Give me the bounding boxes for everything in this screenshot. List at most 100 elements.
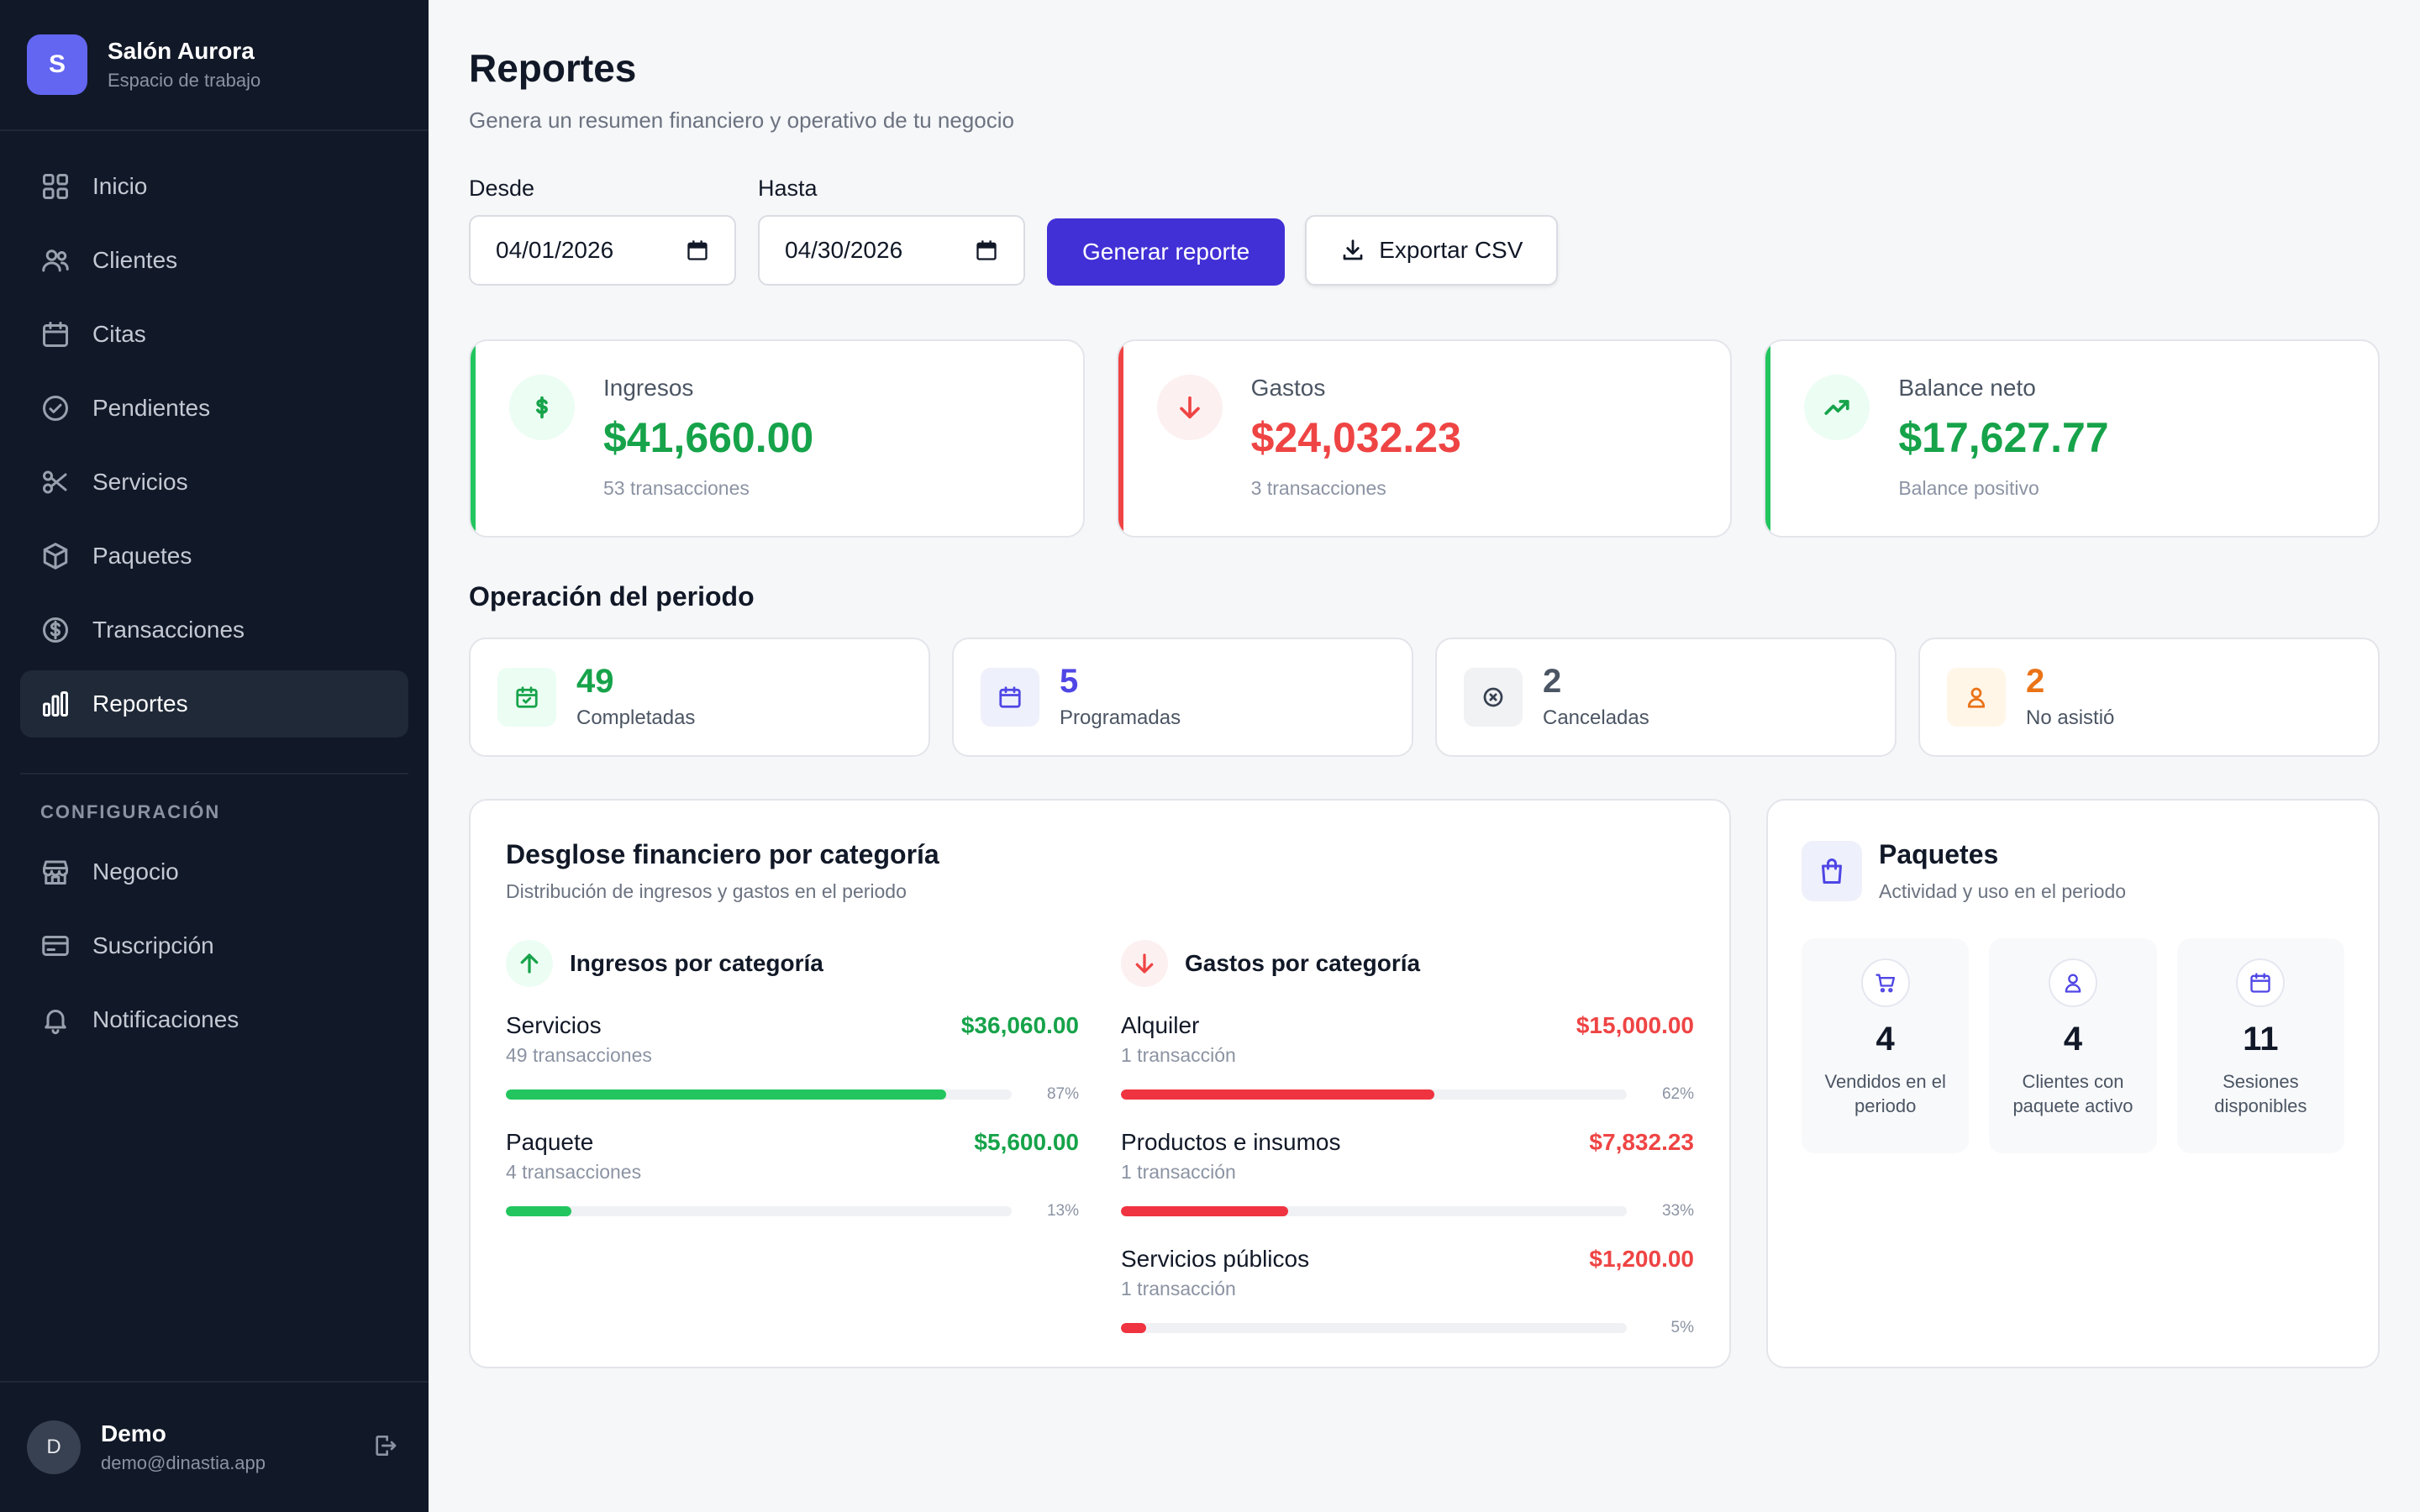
- operations-stats: 49 Completadas 5 Programadas 2: [469, 638, 2380, 757]
- sidebar-item-label: Notificaciones: [92, 1006, 239, 1032]
- category-progress-fill: [506, 1206, 572, 1216]
- stat-label: Clientes con paquete activo: [2012, 1071, 2133, 1116]
- category-item: Paquete $5,600.00 4 transacciones 13%: [506, 1129, 1079, 1221]
- check-circle-icon: [43, 396, 68, 421]
- sidebar-item-inicio[interactable]: Inicio: [20, 153, 408, 220]
- sidebar-item-citas[interactable]: Citas: [20, 301, 408, 368]
- page-title: Reportes: [469, 46, 637, 90]
- category-item: Productos e insumos $7,832.23 1 transacció…: [1121, 1129, 1694, 1221]
- brand-logo: S: [27, 34, 87, 95]
- breakdown-subtitle: Distribución de ingresos y gastos en el …: [506, 880, 907, 902]
- scheduled-card: 5 Programadas: [952, 638, 1413, 757]
- arrow-down-icon: [1121, 940, 1168, 987]
- user-email: demo@dinastia.app: [101, 1452, 266, 1473]
- sidebar-item-suscripcion[interactable]: Suscripción: [20, 912, 408, 979]
- stat-label: Vendidos en el periodo: [1824, 1071, 1946, 1116]
- balance-label: Balance neto: [1898, 375, 2036, 401]
- to-date-input[interactable]: 04/30/2026: [758, 215, 1025, 286]
- scheduled-label: Programadas: [1060, 706, 1181, 729]
- x-circle-icon: [1464, 668, 1523, 727]
- packages-title: Paquetes: [1879, 839, 1999, 869]
- category-percent: 33%: [1661, 1202, 1694, 1220]
- sidebar-item-label: Clientes: [92, 247, 178, 273]
- sidebar-item-paquetes[interactable]: Paquetes: [20, 522, 408, 590]
- bar-chart-icon: [43, 691, 68, 717]
- stat-value: 4: [2063, 1021, 2083, 1058]
- category-progress-fill: [1121, 1206, 1288, 1216]
- calendar-icon: [981, 668, 1039, 727]
- sidebar-item-label: Pendientes: [92, 395, 211, 421]
- category-progress-fill: [1121, 1323, 1147, 1333]
- sidebar-item-label: Negocio: [92, 858, 179, 885]
- sidebar: S Salón Aurora Espacio de trabajo Inicio…: [0, 0, 429, 1512]
- calendar-icon[interactable]: [975, 239, 998, 262]
- sidebar-item-label: Transacciones: [92, 617, 245, 643]
- breakdown-title: Desglose financiero por categoría: [506, 839, 939, 869]
- category-count: 1 transacción: [1121, 1161, 1236, 1183]
- cancelled-card: 2 Canceladas: [1435, 638, 1897, 757]
- main-content: Reportes Genera un resumen financiero y …: [429, 0, 2420, 1512]
- financial-summary: Ingresos $41,660.00 53 transacciones Gas…: [469, 339, 2381, 538]
- category-amount: $7,832.23: [1589, 1129, 1694, 1155]
- from-date-value: 04/01/2026: [496, 237, 614, 263]
- category-name: Servicios públicos: [1121, 1246, 1310, 1272]
- category-count: 1 transacción: [1121, 1278, 1236, 1299]
- calendar-icon[interactable]: [686, 239, 709, 262]
- sidebar-item-notificaciones[interactable]: Notificaciones: [20, 986, 408, 1053]
- balance-value: $17,627.77: [1898, 414, 2109, 461]
- active-clients-stat: 4 Clientes con paquete activo: [1989, 938, 2157, 1153]
- sidebar-item-clientes[interactable]: Clientes: [20, 227, 408, 294]
- no-show-card: 2 No asistió: [1918, 638, 2380, 757]
- sidebar-item-pendientes[interactable]: Pendientes: [20, 375, 408, 442]
- from-date-input[interactable]: 04/01/2026: [469, 215, 736, 286]
- generate-report-button[interactable]: Generar reporte: [1047, 218, 1286, 286]
- packages-sold-stat: 4 Vendidos en el periodo: [1802, 938, 1970, 1153]
- box-icon: [43, 543, 68, 570]
- sidebar-item-negocio[interactable]: Negocio: [20, 838, 408, 906]
- export-csv-button[interactable]: Exportar CSV: [1305, 215, 1559, 286]
- bell-icon: [45, 1010, 66, 1035]
- completed-label: Completadas: [576, 706, 696, 729]
- income-categories-title: Ingresos por categoría: [570, 950, 823, 976]
- category-percent: 87%: [1046, 1085, 1079, 1103]
- category-count: 49 transacciones: [506, 1044, 652, 1066]
- arrow-up-icon: [506, 940, 553, 987]
- category-progress-bar: [506, 1089, 1012, 1100]
- store-icon: [43, 860, 68, 885]
- brand-name: Salón Aurora: [108, 38, 255, 64]
- income-meta: 53 transacciones: [603, 477, 750, 499]
- sidebar-item-transacciones[interactable]: Transacciones: [20, 596, 408, 664]
- report-filters: Desde 04/01/2026 Hasta 04/30/2026 Genera…: [469, 176, 2380, 286]
- no-show-value: 2: [2026, 663, 2045, 700]
- dollar-circle-icon: [43, 617, 68, 643]
- category-amount: $1,200.00: [1589, 1246, 1694, 1272]
- user-name: Demo: [101, 1420, 166, 1446]
- page-subtitle: Genera un resumen financiero y operativo…: [469, 108, 1014, 133]
- sidebar-item-reportes[interactable]: Reportes: [20, 670, 408, 738]
- nav-divider: [20, 773, 408, 774]
- arrow-down-icon: [1156, 375, 1223, 440]
- trending-up-icon: [1804, 375, 1870, 440]
- category-progress-fill: [506, 1089, 946, 1100]
- expenses-meta: 3 transacciones: [1250, 477, 1386, 499]
- category-name: Servicios: [506, 1012, 602, 1038]
- expense-categories: Gastos por categoría Alquiler $15,000.00 1…: [1121, 940, 1694, 1337]
- logout-icon: [376, 1436, 397, 1456]
- calendar-icon: [43, 322, 68, 347]
- logout-button[interactable]: [371, 1432, 402, 1462]
- expenses-value: $24,032.23: [1250, 414, 1461, 461]
- sidebar-item-servicios[interactable]: Servicios: [20, 449, 408, 516]
- calendar-icon: [2236, 958, 2286, 1007]
- cart-icon: [1860, 958, 1910, 1007]
- user-profile: D Demo demo@dinastia.app: [0, 1381, 429, 1512]
- users-icon: [42, 249, 69, 272]
- category-amount: $15,000.00: [1576, 1012, 1694, 1038]
- stat-value: 11: [2243, 1021, 2279, 1058]
- sidebar-item-label: Citas: [92, 321, 146, 347]
- income-label: Ingresos: [603, 375, 694, 401]
- user-icon: [2048, 958, 2097, 1007]
- brand: S Salón Aurora Espacio de trabajo: [0, 0, 429, 131]
- category-progress-bar: [1121, 1206, 1627, 1216]
- brand-subtitle: Espacio de trabajo: [108, 70, 261, 91]
- income-value: $41,660.00: [603, 414, 814, 461]
